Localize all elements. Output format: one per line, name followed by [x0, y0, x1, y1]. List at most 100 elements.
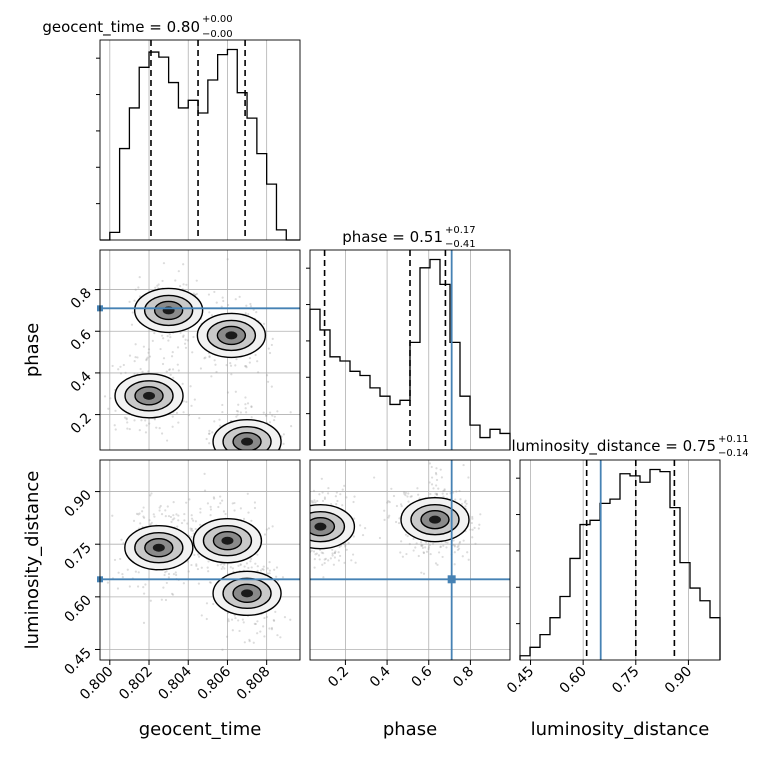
sample-point — [274, 462, 276, 464]
sample-point — [268, 627, 271, 630]
sample-point — [116, 587, 120, 590]
sample-point — [439, 468, 442, 471]
sample-point — [147, 348, 151, 351]
sample-point — [229, 362, 232, 365]
sample-point — [225, 635, 229, 638]
sample-point — [400, 505, 403, 508]
sample-point — [119, 365, 122, 368]
sample-point — [208, 432, 211, 435]
sample-point — [138, 276, 141, 279]
sample-point — [429, 492, 432, 496]
sample-point — [271, 500, 273, 502]
sample-point — [321, 563, 324, 566]
sample-point — [259, 477, 261, 479]
sample-point — [302, 538, 304, 540]
density-contour-geocent_time-luminosity_distance-1-3 — [221, 536, 234, 545]
sample-point — [175, 513, 178, 516]
sample-point — [307, 532, 309, 534]
sample-point — [191, 529, 194, 532]
sample-point — [220, 461, 222, 463]
sample-point — [425, 541, 428, 544]
sample-point — [464, 505, 467, 508]
sample-point — [147, 370, 150, 373]
sample-point — [205, 602, 209, 605]
sample-point — [237, 564, 240, 567]
sample-point — [313, 499, 316, 502]
sample-point — [292, 511, 294, 513]
sample-point — [350, 559, 353, 562]
sample-point — [306, 527, 308, 529]
sample-point — [158, 509, 161, 512]
sample-point — [454, 498, 457, 501]
sample-point — [268, 560, 271, 564]
sample-point — [245, 365, 248, 368]
sample-point — [244, 312, 247, 315]
sample-point — [229, 364, 233, 367]
sample-point — [186, 560, 189, 563]
sample-point — [177, 421, 180, 424]
xlabel-geocent-time: geocent_time — [139, 719, 262, 740]
sample-point — [332, 563, 335, 566]
sample-point — [295, 512, 297, 514]
sample-point — [195, 564, 198, 567]
hist-panel-phase — [306, 249, 511, 451]
sample-point — [345, 496, 348, 499]
sample-point — [250, 566, 253, 569]
sample-point — [266, 380, 270, 383]
sample-point — [208, 442, 211, 445]
sample-point — [190, 529, 193, 532]
sample-point — [255, 311, 258, 314]
sample-point — [265, 413, 268, 416]
sample-point — [172, 500, 175, 504]
sample-point — [137, 286, 140, 289]
title-luminosity-distance-sub: −0.14 — [718, 448, 749, 459]
sample-point — [176, 346, 180, 349]
sample-point — [373, 476, 376, 479]
sample-point — [301, 545, 303, 547]
sample-point — [268, 421, 272, 424]
sample-point — [226, 258, 229, 261]
sample-point — [233, 455, 235, 457]
sample-point — [302, 534, 304, 536]
sample-point — [166, 335, 169, 338]
sample-point — [207, 570, 210, 573]
hist-bar-phase-17 — [480, 438, 490, 450]
sample-point — [343, 484, 346, 487]
sample-point — [205, 617, 208, 621]
sample-point — [265, 414, 268, 417]
sample-point — [256, 565, 259, 568]
sample-point — [453, 545, 456, 548]
sample-point — [405, 552, 408, 556]
sample-point — [209, 581, 212, 584]
sample-point — [170, 355, 174, 358]
sample-point — [292, 565, 294, 567]
sample-point — [272, 457, 274, 459]
sample-point — [229, 468, 231, 470]
sample-point — [437, 551, 441, 554]
hist-bar-geocent_time-2 — [120, 149, 130, 240]
sample-point — [133, 299, 136, 302]
sample-point — [445, 492, 449, 496]
sample-point — [239, 480, 241, 482]
sample-point — [301, 529, 303, 531]
sample-point — [168, 368, 172, 371]
sample-point — [145, 358, 148, 361]
sample-point — [251, 477, 253, 479]
sample-point — [306, 529, 308, 531]
sample-point — [294, 520, 296, 522]
hist-bar-phase-16 — [470, 425, 480, 450]
sample-point — [286, 505, 288, 507]
sample-point — [165, 439, 169, 442]
sample-point — [187, 413, 191, 417]
xtick-label-luminosity_distance-1: 0.60 — [557, 664, 590, 697]
sample-point — [420, 541, 423, 544]
sample-point — [280, 480, 282, 482]
sample-point — [220, 567, 223, 570]
sample-point — [234, 364, 237, 367]
density-contour-geocent_time-phase-1-3 — [225, 331, 238, 340]
sample-point — [193, 398, 196, 401]
sample-point — [307, 507, 309, 509]
sample-point — [317, 554, 321, 557]
sample-point — [344, 543, 347, 547]
hist-bar-geocent_time-13 — [227, 50, 237, 240]
